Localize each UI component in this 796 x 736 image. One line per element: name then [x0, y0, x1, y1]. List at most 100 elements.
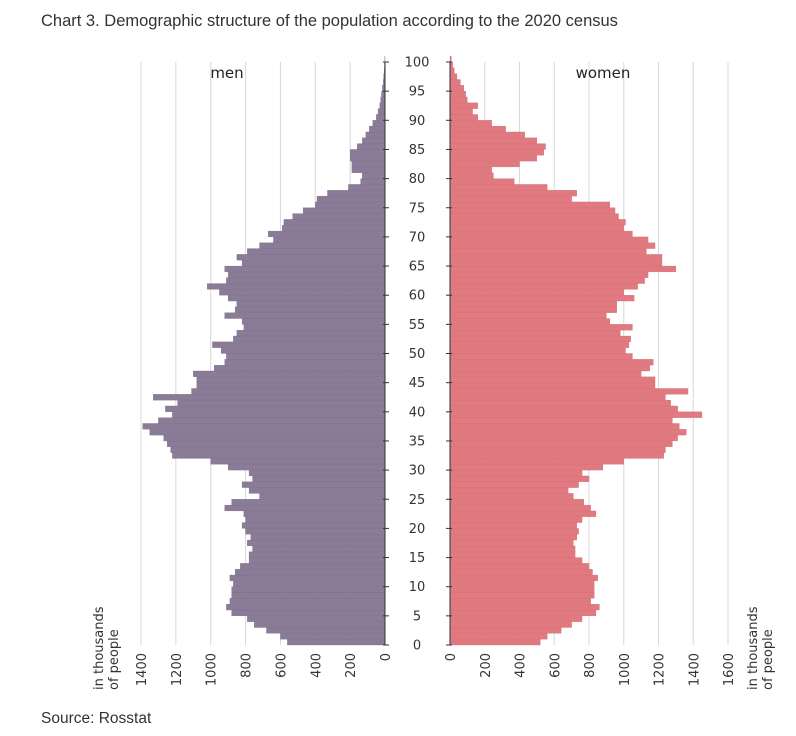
women-tick-label: 400 — [514, 653, 529, 678]
men-bar — [379, 102, 386, 109]
age-tick-label: 85 — [409, 143, 426, 158]
women-bar — [449, 277, 645, 284]
men-tick-label: 800 — [240, 653, 255, 678]
source-note: Source: Rosstat — [41, 710, 152, 727]
women-tick-label: 600 — [548, 653, 563, 678]
women-bar — [449, 598, 591, 605]
women-bar — [449, 359, 654, 366]
left-unit-label: in thousands — [92, 606, 107, 690]
women-bar — [449, 534, 577, 541]
age-tick-label: 30 — [409, 464, 426, 479]
age-tick-label: 95 — [409, 85, 426, 100]
women-bar — [449, 265, 677, 273]
men-bar — [376, 114, 386, 121]
men-bar — [231, 609, 386, 617]
women-bar — [449, 219, 626, 226]
women-bar — [449, 627, 562, 634]
men-bar — [219, 289, 386, 296]
men-bar — [229, 598, 386, 605]
women-bar — [449, 190, 577, 197]
women-bar — [449, 306, 617, 313]
women-tick-label: 1600 — [722, 653, 737, 686]
men-bar — [243, 324, 386, 331]
men-bar — [236, 300, 386, 308]
women-bar — [449, 569, 593, 576]
age-tick-label: 50 — [409, 347, 426, 362]
men-bar — [247, 539, 386, 547]
men-bar — [241, 481, 386, 488]
women-bar — [449, 85, 465, 92]
women-bar — [449, 469, 583, 477]
men-bar — [315, 201, 386, 208]
women-bar — [449, 417, 673, 424]
men-bar — [224, 359, 386, 366]
age-tick-label: 20 — [409, 522, 426, 537]
age-tick-label: 60 — [409, 289, 426, 304]
men-bar — [351, 166, 386, 173]
age-tick-label: 75 — [409, 201, 426, 216]
men-label: men — [210, 64, 243, 82]
women-bar — [449, 429, 687, 436]
men-bar — [349, 155, 386, 162]
men-bars — [142, 56, 386, 646]
men-bar — [273, 236, 386, 243]
women-bar — [449, 370, 642, 377]
men-bar — [268, 230, 386, 238]
women-bar — [449, 464, 604, 471]
women-bar — [449, 213, 619, 220]
women-tick-label: 800 — [583, 653, 598, 678]
men-bar — [266, 627, 386, 634]
women-bar — [449, 318, 611, 325]
women-bar — [449, 592, 595, 599]
women-tick-label: 1400 — [687, 653, 702, 686]
men-bar — [212, 341, 386, 348]
women-bar — [449, 347, 626, 354]
women-bar — [449, 155, 538, 162]
men-bar — [250, 534, 386, 541]
men-bar — [207, 283, 386, 290]
left-unit-label: of people — [107, 629, 122, 690]
women-bar — [449, 452, 664, 459]
men-bar — [166, 440, 386, 447]
women-bar — [449, 283, 638, 290]
men-bar — [158, 417, 386, 424]
men-tick-label: 1000 — [205, 653, 220, 686]
men-bar — [214, 365, 386, 372]
men-bar — [196, 382, 386, 389]
women-bar — [449, 67, 455, 74]
women-bar — [449, 446, 666, 453]
women-bar — [449, 440, 673, 447]
women-bar — [449, 166, 492, 173]
women-bar — [449, 330, 621, 337]
men-bar — [221, 347, 386, 354]
men-bar — [365, 131, 386, 138]
women-bar — [449, 394, 666, 401]
men-bar — [226, 353, 386, 360]
men-bar — [196, 376, 386, 383]
women-bar — [449, 411, 703, 418]
men-bar — [316, 195, 386, 203]
women-bar — [449, 528, 579, 535]
women-bar — [449, 114, 478, 121]
women-bar — [449, 604, 600, 611]
men-bar — [252, 475, 386, 482]
men-bar — [362, 137, 386, 144]
men-bar — [227, 295, 386, 302]
women-bar — [449, 458, 624, 465]
women-bar — [449, 254, 663, 261]
women-tick-label: 1200 — [653, 653, 668, 686]
women-bar — [449, 236, 649, 243]
women-bar — [449, 248, 647, 255]
women-bar — [449, 56, 452, 63]
women-bar — [449, 376, 656, 383]
women-bar — [449, 516, 583, 523]
women-bar — [449, 73, 458, 80]
men-bar — [245, 528, 386, 535]
age-tick-label: 40 — [409, 405, 426, 420]
men-tick-label: 600 — [274, 653, 289, 678]
men-bar — [287, 639, 386, 646]
men-bar — [369, 125, 386, 133]
men-bar — [231, 586, 386, 593]
men-bar — [243, 510, 386, 517]
axis-labels: 0 5 10 15 20 25 30 35 40 45 50 55 60 65 70 75 80 85 90 95 10… — [92, 56, 776, 691]
